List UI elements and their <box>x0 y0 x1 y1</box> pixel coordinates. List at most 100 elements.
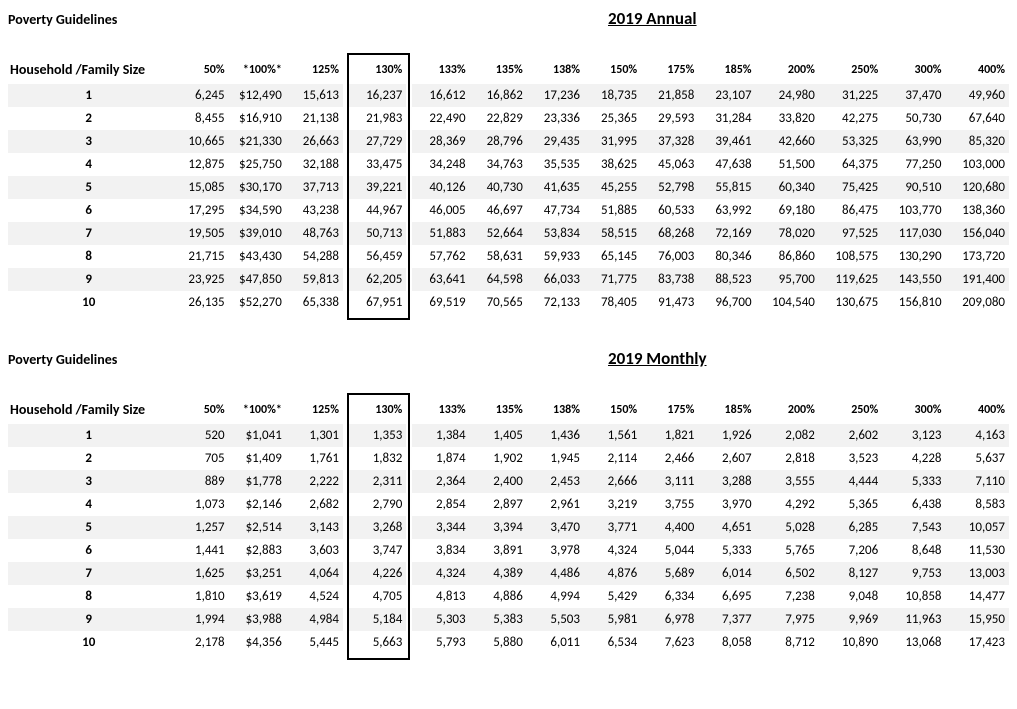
value-cell: 34,248 <box>412 153 469 176</box>
value-cell: 48,763 <box>286 222 343 245</box>
value-cell: 85,320 <box>946 130 1009 153</box>
value-cell: 7,206 <box>819 539 882 562</box>
value-cell: 1,301 <box>286 424 343 447</box>
value-cell: 29,593 <box>641 107 698 130</box>
value-cell: 39,221 <box>349 176 406 199</box>
value-cell: 2,222 <box>286 470 343 493</box>
value-cell: 9,969 <box>819 608 882 631</box>
value-cell: 67,640 <box>946 107 1009 130</box>
household-size-cell: 6 <box>8 539 171 562</box>
value-cell: 21,138 <box>286 107 343 130</box>
value-cell: 889 <box>171 470 228 493</box>
value-cell: 31,284 <box>698 107 755 130</box>
value-cell: $25,750 <box>229 153 286 176</box>
column-header: 185% <box>698 57 755 84</box>
household-size-cell: 10 <box>8 291 171 314</box>
value-cell: 28,796 <box>470 130 527 153</box>
value-cell: 8,648 <box>882 539 945 562</box>
table-wrapper: Household /Family Size50%*100%*125%130%1… <box>8 397 1009 654</box>
value-cell: 10,665 <box>171 130 228 153</box>
value-cell: 17,423 <box>946 631 1009 654</box>
value-cell: 25,365 <box>584 107 641 130</box>
household-size-cell: 2 <box>8 447 171 470</box>
value-cell: 83,738 <box>641 268 698 291</box>
value-cell: 75,425 <box>819 176 882 199</box>
value-cell: 77,250 <box>882 153 945 176</box>
value-cell: 2,818 <box>756 447 819 470</box>
value-cell: 16,612 <box>412 84 469 107</box>
value-cell: 7,377 <box>698 608 755 631</box>
value-cell: 63,992 <box>698 199 755 222</box>
table-row: 71,625$3,2514,0644,2264,3244,3894,4864,8… <box>8 562 1009 585</box>
poverty-table: Household /Family Size50%*100%*125%130%1… <box>8 57 1009 314</box>
value-cell: 5,637 <box>946 447 1009 470</box>
household-size-header: Household /Family Size <box>8 397 171 424</box>
value-cell: 80,346 <box>698 245 755 268</box>
value-cell: 1,384 <box>412 424 469 447</box>
household-size-cell: 2 <box>8 107 171 130</box>
value-cell: 1,405 <box>470 424 527 447</box>
value-cell: 65,338 <box>286 291 343 314</box>
value-cell: 3,970 <box>698 493 755 516</box>
column-header: 50% <box>171 397 228 424</box>
value-cell: 3,268 <box>349 516 406 539</box>
value-cell: 63,990 <box>882 130 945 153</box>
table-row: 51,257$2,5143,1433,2683,3443,3943,4703,7… <box>8 516 1009 539</box>
value-cell: 6,978 <box>641 608 698 631</box>
value-cell: 4,886 <box>470 585 527 608</box>
value-cell: 49,960 <box>946 84 1009 107</box>
value-cell: 2,466 <box>641 447 698 470</box>
value-cell: 63,641 <box>412 268 469 291</box>
value-cell: 31,225 <box>819 84 882 107</box>
value-cell: 59,813 <box>286 268 343 291</box>
value-cell: 10,057 <box>946 516 1009 539</box>
table-row: 28,455$16,91021,13821,98322,49022,82923,… <box>8 107 1009 130</box>
value-cell: 4,486 <box>527 562 584 585</box>
value-cell: 19,505 <box>171 222 228 245</box>
value-cell: 5,429 <box>584 585 641 608</box>
value-cell: 18,735 <box>584 84 641 107</box>
column-header: 185% <box>698 397 755 424</box>
value-cell: 6,011 <box>527 631 584 654</box>
value-cell: 2,607 <box>698 447 755 470</box>
value-cell: 5,793 <box>412 631 469 654</box>
column-header: 175% <box>641 397 698 424</box>
value-cell: 1,994 <box>171 608 228 631</box>
table-row: 412,875$25,75032,18833,47534,24834,76335… <box>8 153 1009 176</box>
column-header: 150% <box>584 397 641 424</box>
value-cell: 3,219 <box>584 493 641 516</box>
value-cell: 12,875 <box>171 153 228 176</box>
value-cell: 1,436 <box>527 424 584 447</box>
value-cell: 1,902 <box>470 447 527 470</box>
value-cell: 58,631 <box>470 245 527 268</box>
value-cell: 46,005 <box>412 199 469 222</box>
value-cell: $43,430 <box>229 245 286 268</box>
value-cell: 2,364 <box>412 470 469 493</box>
value-cell: 28,369 <box>412 130 469 153</box>
value-cell: 91,473 <box>641 291 698 314</box>
value-cell: 47,638 <box>698 153 755 176</box>
household-size-cell: 8 <box>8 245 171 268</box>
value-cell: 103,000 <box>946 153 1009 176</box>
value-cell: 40,126 <box>412 176 469 199</box>
value-cell: 209,080 <box>946 291 1009 314</box>
column-header: 175% <box>641 57 698 84</box>
value-cell: 1,832 <box>349 447 406 470</box>
value-cell: 41,635 <box>527 176 584 199</box>
value-cell: 3,123 <box>882 424 945 447</box>
value-cell: 29,435 <box>527 130 584 153</box>
column-header: 400% <box>946 57 1009 84</box>
value-cell: 5,981 <box>584 608 641 631</box>
poverty-table: Household /Family Size50%*100%*125%130%1… <box>8 397 1009 654</box>
value-cell: 69,519 <box>412 291 469 314</box>
value-cell: 15,085 <box>171 176 228 199</box>
value-cell: 4,524 <box>286 585 343 608</box>
value-cell: 21,983 <box>349 107 406 130</box>
value-cell: 22,829 <box>470 107 527 130</box>
value-cell: 97,525 <box>819 222 882 245</box>
table-row: 515,085$30,17037,71339,22140,12640,73041… <box>8 176 1009 199</box>
value-cell: 16,862 <box>470 84 527 107</box>
value-cell: 4,705 <box>349 585 406 608</box>
household-size-cell: 4 <box>8 493 171 516</box>
value-cell: 4,064 <box>286 562 343 585</box>
